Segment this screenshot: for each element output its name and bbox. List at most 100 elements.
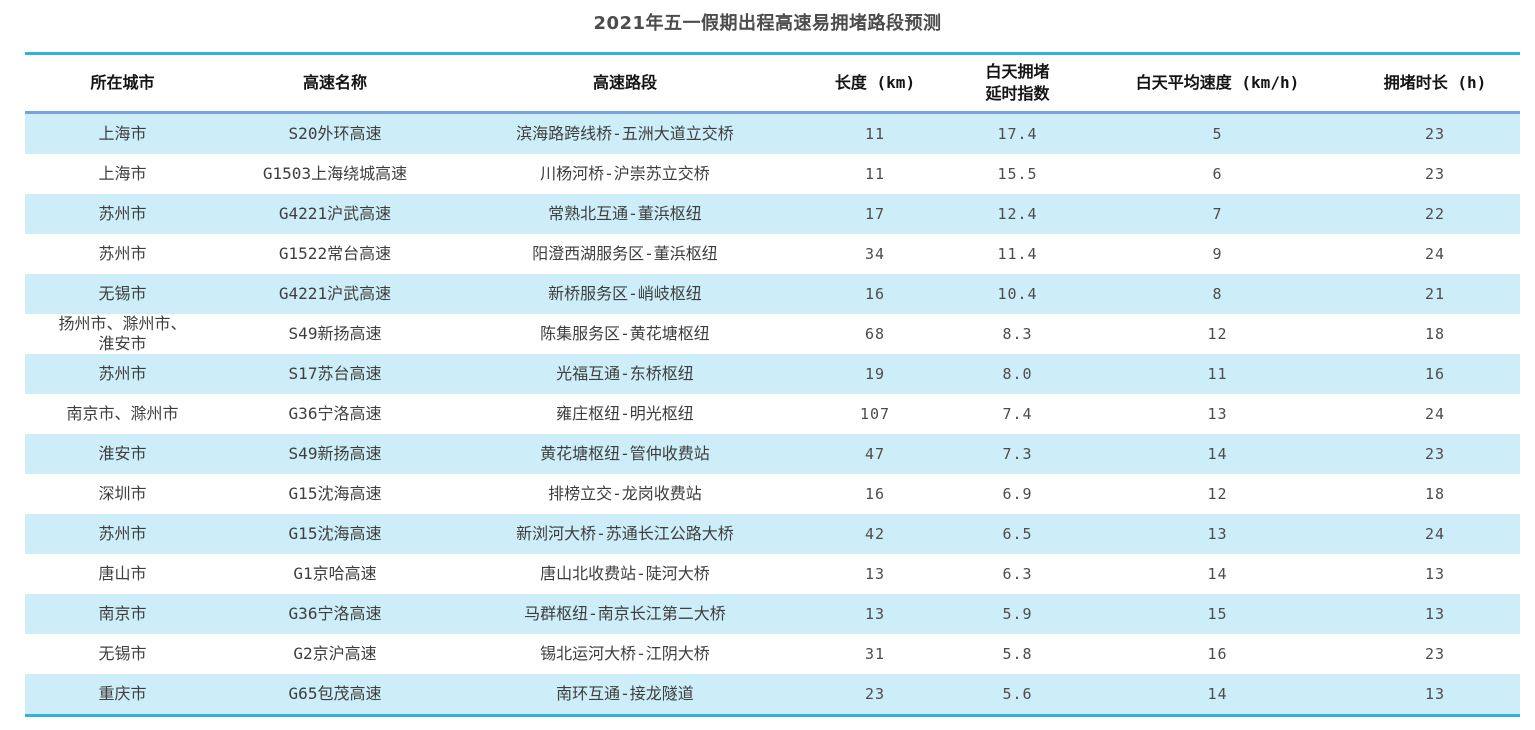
cell-highway_name: G2京沪高速 <box>293 644 377 663</box>
table-row: 苏州市 G1522常台高速 阳澄西湖服务区-董浜枢纽 34 11.4 9 24 <box>25 234 1520 274</box>
cell-city: 淮安市 <box>98 444 147 463</box>
cell-highway_section: 唐山北收费站-陡河大桥 <box>540 564 710 583</box>
cell-city: 无锡市 <box>98 644 147 663</box>
column-header-highway_section: 高速路段 <box>592 73 657 92</box>
cell-daytime_delay_index: 7.4 <box>1002 405 1033 423</box>
cell-daytime_delay_index: 5.8 <box>1002 645 1033 663</box>
cell-city: 南京市 <box>98 604 147 623</box>
column-header-city: 所在城市 <box>90 73 155 92</box>
cell-length_km: 42 <box>864 525 886 543</box>
table-row: 深圳市 G15沈海高速 排榜立交-龙岗收费站 16 6.9 12 18 <box>25 474 1520 514</box>
table-row: 苏州市 S17苏台高速 光福互通-东桥枢纽 19 8.0 11 16 <box>25 354 1520 394</box>
table-header: 所在城市 高速名称 高速路段 长度 (km) 白天拥堵 延时指数 白天平均速度 (km/h… <box>25 53 1520 113</box>
cell-highway_section: 南环互通-接龙隧道 <box>556 684 694 703</box>
cell-length_km: 16 <box>864 285 886 303</box>
cell-length_km: 19 <box>864 365 886 383</box>
cell-daytime_delay_index: 8.3 <box>1002 325 1033 343</box>
cell-highway_name: G4221沪武高速 <box>278 204 392 223</box>
table-row: 南京市 G36宁洛高速 马群枢纽-南京长江第二大桥 13 5.9 15 13 <box>25 594 1520 634</box>
cell-daytime_avg_speed_kmh: 13 <box>1207 525 1228 543</box>
cell-highway_name: G4221沪武高速 <box>278 284 392 303</box>
cell-daytime_avg_speed_kmh: 13 <box>1207 405 1228 423</box>
cell-length_km: 34 <box>864 245 886 263</box>
cell-city: 上海市 <box>98 124 147 143</box>
cell-length_km: 11 <box>864 125 886 143</box>
table-row: 淮安市 S49新扬高速 黄花塘枢纽-管仲收费站 47 7.3 14 23 <box>25 434 1520 474</box>
table-container: 所在城市 高速名称 高速路段 长度 (km) 白天拥堵 延时指数 白天平均速度 (km/h… <box>25 52 1520 717</box>
cell-highway_section: 新浏河大桥-苏通长江公路大桥 <box>516 524 734 543</box>
column-header-highway_name: 高速名称 <box>302 73 367 92</box>
cell-highway_section: 黄花塘枢纽-管仲收费站 <box>540 444 710 463</box>
cell-city: 苏州市 <box>98 244 147 263</box>
cell-congestion_hours: 13 <box>1424 685 1446 703</box>
cell-highway_section: 新桥服务区-峭岐枢纽 <box>548 284 702 303</box>
header-row: 所在城市 高速名称 高速路段 长度 (km) 白天拥堵 延时指数 白天平均速度 (km/h… <box>25 53 1520 113</box>
cell-city: 扬州市、滁州市、 淮安市 <box>58 314 187 353</box>
cell-length_km: 13 <box>864 565 886 583</box>
table-row: 扬州市、滁州市、 淮安市 S49新扬高速 陈集服务区-黄花塘枢纽 68 8.3 12 18 <box>25 314 1520 354</box>
cell-daytime_avg_speed_kmh: 15 <box>1207 605 1228 623</box>
column-header-length_km: 长度 (km) <box>834 73 916 92</box>
cell-highway_name: G36宁洛高速 <box>288 404 382 423</box>
cell-daytime_avg_speed_kmh: 14 <box>1207 565 1228 583</box>
cell-highway_section: 锡北运河大桥-江阴大桥 <box>540 644 710 663</box>
cell-city: 深圳市 <box>98 484 147 503</box>
cell-congestion_hours: 22 <box>1424 205 1446 223</box>
cell-city: 唐山市 <box>98 564 147 583</box>
column-header-daytime_avg_speed_kmh: 白天平均速度 (km/h) <box>1135 73 1300 92</box>
cell-daytime_delay_index: 12.4 <box>997 205 1038 223</box>
cell-length_km: 47 <box>864 445 886 463</box>
cell-daytime_delay_index: 15.5 <box>997 165 1038 183</box>
cell-daytime_avg_speed_kmh: 9 <box>1212 245 1223 263</box>
cell-congestion_hours: 23 <box>1424 125 1446 143</box>
cell-highway_name: S20外环高速 <box>288 124 382 143</box>
cell-city: 苏州市 <box>98 524 147 543</box>
table-row: 上海市 S20外环高速 滨海路跨线桥-五洲大道立交桥 11 17.4 5 23 <box>25 112 1520 154</box>
cell-daytime_avg_speed_kmh: 12 <box>1207 325 1228 343</box>
table-row: 无锡市 G2京沪高速 锡北运河大桥-江阴大桥 31 5.8 16 23 <box>25 634 1520 674</box>
congestion-table: 所在城市 高速名称 高速路段 长度 (km) 白天拥堵 延时指数 白天平均速度 (km/h… <box>25 52 1520 717</box>
cell-daytime_delay_index: 10.4 <box>997 285 1038 303</box>
cell-highway_name: G1503上海绕城高速 <box>262 164 408 183</box>
cell-daytime_avg_speed_kmh: 7 <box>1212 205 1223 223</box>
table-row: 苏州市 G4221沪武高速 常熟北互通-董浜枢纽 17 12.4 7 22 <box>25 194 1520 234</box>
cell-congestion_hours: 23 <box>1424 445 1446 463</box>
cell-daytime_avg_speed_kmh: 8 <box>1212 285 1223 303</box>
cell-length_km: 31 <box>864 645 886 663</box>
page-title: 2021年五一假期出程高速易拥堵路段预测 <box>593 13 942 34</box>
cell-congestion_hours: 13 <box>1424 565 1446 583</box>
table-body: 上海市 S20外环高速 滨海路跨线桥-五洲大道立交桥 11 17.4 5 23 上海市 G150… <box>25 112 1520 716</box>
cell-city: 苏州市 <box>98 204 147 223</box>
cell-highway_section: 常熟北互通-董浜枢纽 <box>548 204 702 223</box>
cell-daytime_avg_speed_kmh: 6 <box>1212 165 1223 183</box>
cell-congestion_hours: 24 <box>1424 245 1446 263</box>
cell-highway_name: G15沈海高速 <box>288 484 382 503</box>
cell-highway_section: 陈集服务区-黄花塘枢纽 <box>540 324 710 343</box>
table-row: 唐山市 G1京哈高速 唐山北收费站-陡河大桥 13 6.3 14 13 <box>25 554 1520 594</box>
cell-daytime_delay_index: 6.5 <box>1002 525 1033 543</box>
cell-congestion_hours: 13 <box>1424 605 1446 623</box>
column-header-daytime_delay_index: 白天拥堵 延时指数 <box>985 62 1050 103</box>
cell-length_km: 11 <box>864 165 886 183</box>
cell-daytime_delay_index: 8.0 <box>1002 365 1033 383</box>
cell-length_km: 16 <box>864 485 886 503</box>
table-row: 南京市、滁州市 G36宁洛高速 雍庄枢纽-明光枢纽 107 7.4 13 24 <box>25 394 1520 434</box>
cell-daytime_delay_index: 7.3 <box>1002 445 1033 463</box>
cell-city: 南京市、滁州市 <box>66 404 179 423</box>
cell-highway_name: S49新扬高速 <box>288 324 382 343</box>
cell-daytime_delay_index: 6.3 <box>1002 565 1033 583</box>
column-header-congestion_hours: 拥堵时长 (h) <box>1383 73 1487 92</box>
table-row: 上海市 G1503上海绕城高速 川杨河桥-沪崇苏立交桥 11 15.5 6 23 <box>25 154 1520 194</box>
cell-daytime_avg_speed_kmh: 14 <box>1207 445 1228 463</box>
cell-highway_section: 雍庄枢纽-明光枢纽 <box>556 404 694 423</box>
cell-congestion_hours: 21 <box>1424 285 1446 303</box>
cell-city: 重庆市 <box>98 684 147 703</box>
cell-daytime_delay_index: 5.6 <box>1002 685 1033 703</box>
cell-highway_name: G65包茂高速 <box>288 684 382 703</box>
cell-congestion_hours: 24 <box>1424 405 1446 423</box>
cell-daytime_avg_speed_kmh: 11 <box>1207 365 1228 383</box>
cell-highway_section: 光福互通-东桥枢纽 <box>556 364 694 383</box>
cell-daytime_avg_speed_kmh: 5 <box>1212 125 1223 143</box>
cell-length_km: 68 <box>864 325 886 343</box>
cell-city: 无锡市 <box>98 284 147 303</box>
